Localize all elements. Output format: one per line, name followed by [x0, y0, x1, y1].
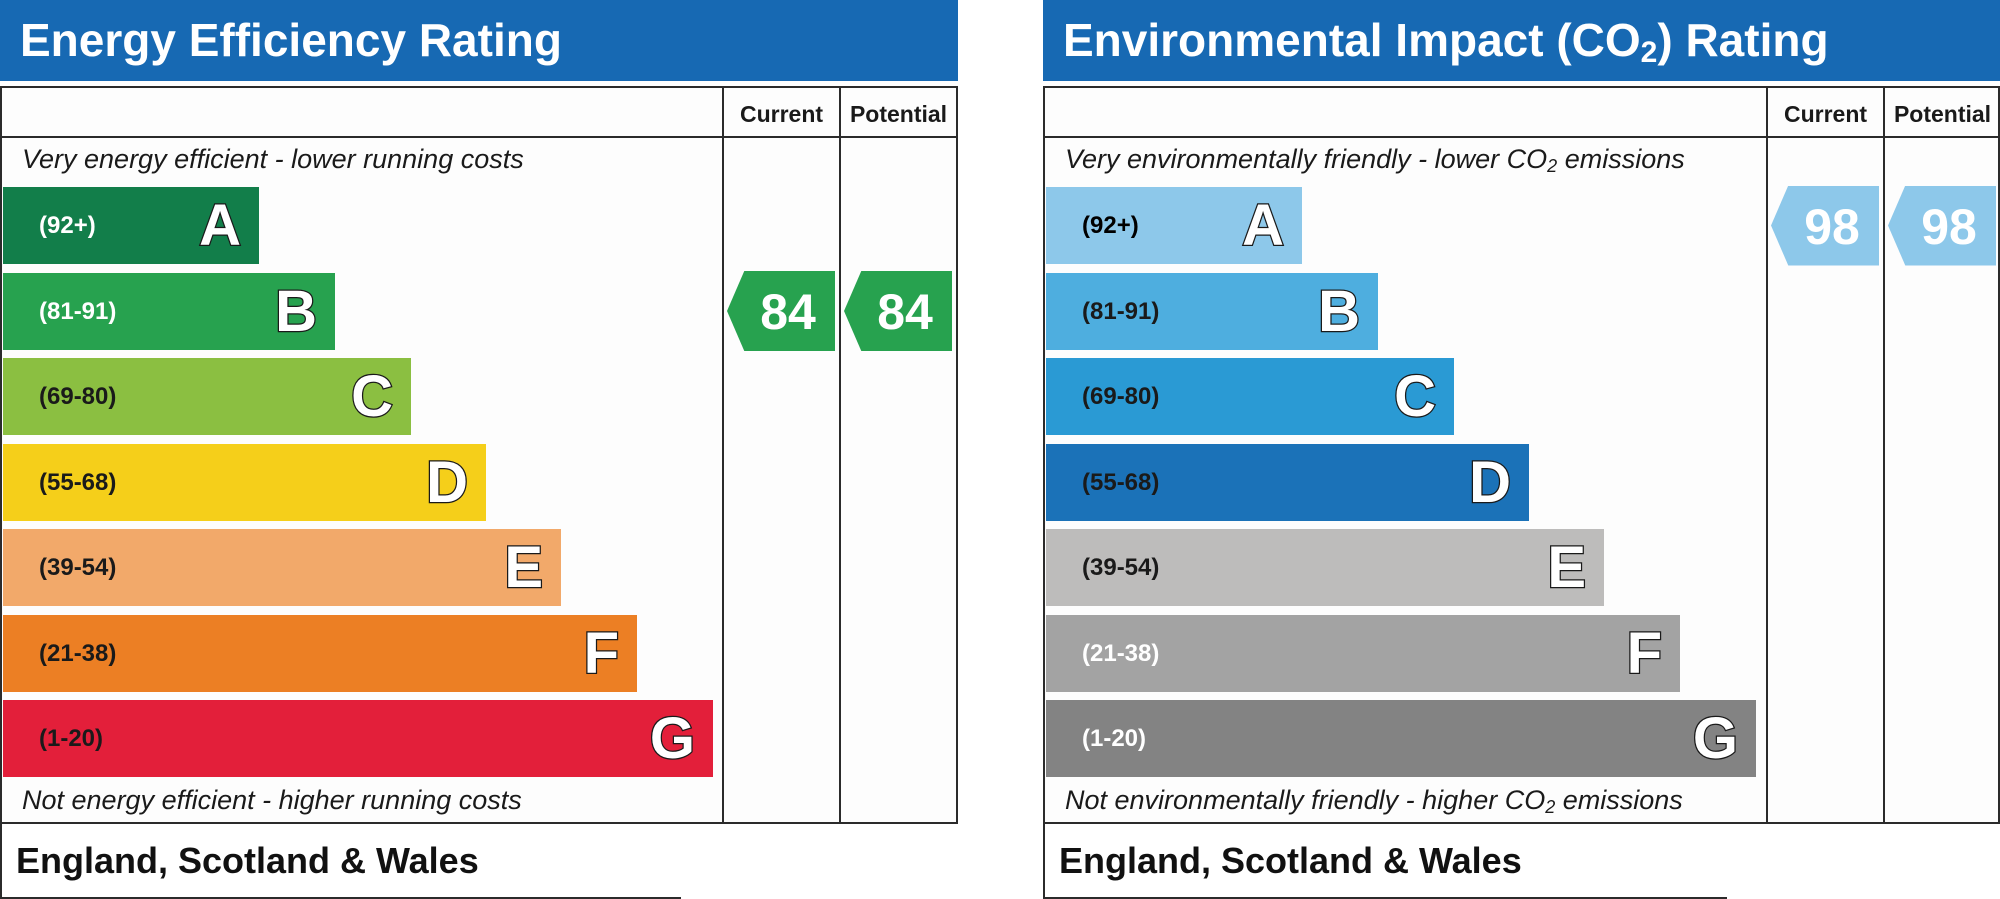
bottom-note-text-end: emissions	[1555, 785, 1683, 815]
band-letter: G	[649, 705, 697, 773]
potential-column-divider	[839, 88, 841, 822]
rating-band-a: (92+) A	[3, 187, 259, 264]
band-letter: F	[582, 619, 620, 687]
band-letter: G	[1692, 705, 1740, 773]
band-range-label: (1-20)	[39, 725, 104, 752]
rating-band-a: (92+) A	[1046, 187, 1302, 264]
band-letter: A	[1241, 192, 1285, 260]
band-letter: C	[350, 363, 394, 431]
current-rating-indicator: 84	[727, 271, 835, 351]
title-text-end: ) Rating	[1657, 14, 1829, 66]
top-note-text-end: emissions	[1557, 144, 1685, 174]
energy-efficiency-panel: Energy Efficiency Rating Current Potenti…	[0, 0, 958, 899]
rating-band-e: (39-54) E	[1046, 529, 1604, 606]
band-range-label: (55-68)	[39, 468, 117, 496]
region-footer: England, Scotland & Wales	[1043, 824, 1727, 899]
band-range-label: (92+)	[39, 212, 96, 239]
band-letter: D	[425, 448, 469, 516]
band-letter: B	[1317, 277, 1361, 345]
current-column-divider	[1766, 88, 1768, 822]
potential-column-divider	[1883, 88, 1885, 822]
band-letter: F	[1625, 619, 1663, 687]
band-letter: E	[1546, 534, 1587, 602]
top-note: Very energy efficient - lower running co…	[22, 144, 524, 174]
rating-band-g: (1-20) G	[3, 700, 713, 777]
potential-rating-indicator: 84	[844, 271, 952, 351]
band-letter: C	[1393, 363, 1437, 431]
band-letter: A	[198, 192, 242, 260]
band-range-label: (69-80)	[39, 383, 117, 410]
header-divider	[1045, 136, 1998, 138]
region-footer: England, Scotland & Wales	[0, 824, 681, 899]
top-note: Very environmentally friendly - lower CO…	[1065, 144, 1685, 177]
band-range-label: (92+)	[1082, 212, 1139, 239]
current-column-divider	[722, 88, 724, 822]
band-letter: D	[1468, 448, 1512, 516]
band-range-label: (39-54)	[39, 554, 117, 581]
top-note-subscript: 2	[1547, 156, 1558, 176]
band-letter: E	[503, 534, 544, 602]
potential-rating-indicator: 98	[1888, 185, 1996, 266]
potential-column-header: Potential	[1893, 101, 1992, 127]
rating-band-c: (69-80) C	[1046, 358, 1454, 435]
rating-band-g: (1-20) G	[1046, 700, 1756, 777]
band-range-label: (21-38)	[1082, 639, 1160, 667]
current-rating-indicator: 98	[1771, 185, 1879, 266]
band-range-label: (81-91)	[1082, 297, 1160, 325]
title-text: Environmental Impact (CO	[1063, 14, 1641, 66]
rating-band-c: (69-80) C	[3, 358, 411, 435]
band-range-label: (81-91)	[39, 297, 117, 325]
current-column-header: Current	[1783, 101, 1868, 127]
rating-band-f: (21-38) F	[3, 614, 637, 692]
bottom-note-text: Not environmentally friendly - higher CO	[1065, 785, 1546, 815]
title-subscript: 2	[1640, 36, 1658, 69]
bottom-note: Not environmentally friendly - higher CO…	[1065, 785, 1683, 818]
top-note-text: Very environmentally friendly - lower CO	[1065, 144, 1548, 174]
rating-band-d: (55-68) D	[1046, 443, 1529, 521]
band-range-label: (39-54)	[1082, 554, 1160, 581]
bottom-note-subscript: 2	[1545, 797, 1556, 817]
band-range-label: (55-68)	[1082, 468, 1160, 496]
rating-band-b: (81-91) B	[3, 272, 335, 350]
energy-efficiency-frame: Current Potential Very energy efficient …	[0, 86, 958, 824]
rating-band-e: (39-54) E	[3, 529, 561, 606]
rating-band-d: (55-68) D	[3, 443, 486, 521]
band-range-label: (69-80)	[1082, 383, 1160, 410]
environmental-impact-title: Environmental Impact (CO2) Rating	[1043, 0, 2000, 81]
energy-efficiency-title: Energy Efficiency Rating	[0, 0, 958, 81]
rating-band-f: (21-38) F	[1046, 614, 1680, 692]
environmental-impact-panel: Environmental Impact (CO2) Rating Curren…	[1043, 0, 2000, 899]
bottom-note: Not energy efficient - higher running co…	[22, 785, 522, 815]
potential-column-header: Potential	[849, 101, 948, 127]
environmental-impact-frame: Current Potential Very environmentally f…	[1043, 86, 2000, 824]
band-range-label: (21-38)	[39, 639, 117, 667]
band-range-label: (1-20)	[1082, 725, 1147, 752]
rating-band-b: (81-91) B	[1046, 272, 1378, 350]
current-column-header: Current	[739, 101, 824, 127]
header-divider	[2, 136, 956, 138]
band-letter: B	[274, 277, 318, 345]
